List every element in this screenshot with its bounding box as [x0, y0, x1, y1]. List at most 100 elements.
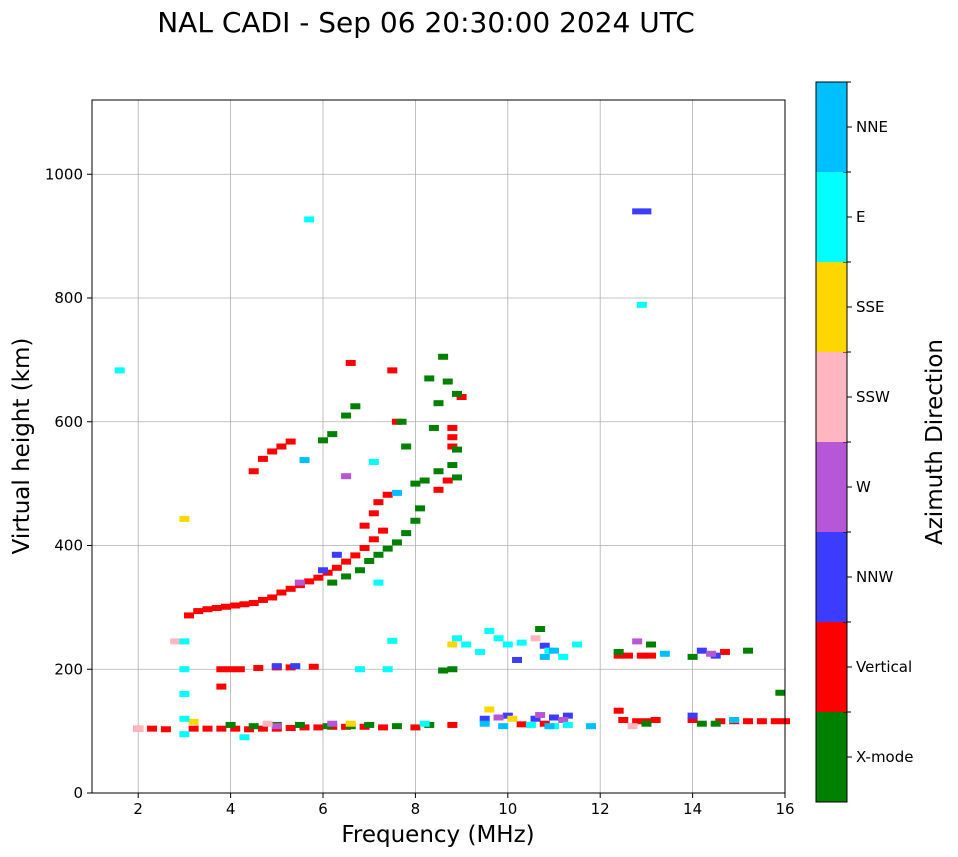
echo-point-nne: [391, 489, 402, 496]
echo-point-vertical: [216, 725, 227, 732]
echo-point-vertical: [188, 725, 199, 732]
echo-point-x-mode: [710, 720, 721, 727]
echo-point-x-mode: [424, 375, 435, 382]
echo-point-x-mode: [696, 720, 707, 727]
echo-point-nne: [729, 716, 740, 723]
echo-point-vertical: [216, 666, 227, 673]
echo-point-vertical: [225, 666, 236, 673]
echo-point-x-mode: [225, 721, 236, 728]
echo-point-vertical: [687, 716, 698, 723]
echo-point-x-mode: [447, 462, 458, 469]
echo-point-ssw: [627, 723, 638, 730]
x-axis-ticks: 2 4 6 8 10 12 14 16: [133, 793, 795, 818]
echo-point-vertical: [211, 604, 222, 611]
echo-point-vertical: [359, 544, 370, 551]
echo-point-sse: [447, 641, 458, 648]
colorbar-segment-nnw: [816, 532, 847, 622]
echo-point-vertical: [304, 578, 315, 585]
echo-point-nne: [479, 720, 490, 727]
plot-area: [92, 100, 785, 793]
echo-point-nne: [539, 653, 550, 660]
echo-point-w: [493, 714, 504, 721]
echo-point-w: [535, 712, 546, 719]
echo-point-vertical: [373, 499, 384, 506]
echo-point-vertical: [313, 724, 324, 731]
echo-point-e: [368, 458, 379, 465]
y-tick-label: 600: [54, 413, 83, 431]
echo-point-vertical: [516, 721, 527, 728]
echo-point-vertical: [378, 724, 389, 731]
echo-point-w: [558, 716, 569, 723]
echo-point-x-mode: [433, 468, 444, 475]
colorbar-segment-x-mode: [816, 712, 847, 802]
echo-point-vertical: [331, 564, 342, 571]
echo-point-x-mode: [341, 573, 352, 580]
echo-point-vertical: [433, 486, 444, 493]
echo-point-nnw: [318, 567, 328, 574]
x-tick-label: 6: [318, 800, 328, 818]
echo-point-nne: [549, 647, 559, 654]
echo-point-vertical: [368, 510, 379, 517]
echo-point-vertical: [350, 552, 361, 559]
echo-point-vertical: [202, 606, 213, 613]
echo-point-w: [327, 720, 338, 727]
echo-point-nne: [659, 650, 670, 657]
colorbar-segment-w: [816, 442, 847, 532]
echo-point-vertical: [267, 594, 278, 601]
echo-point-sse: [188, 718, 199, 725]
echo-point-x-mode: [294, 721, 305, 728]
echo-point-vertical: [257, 725, 268, 732]
echo-point-x-mode: [438, 353, 449, 360]
echo-point-vertical: [447, 721, 458, 728]
colorbar-label: Vertical: [856, 658, 912, 676]
echo-point-x-mode: [341, 412, 352, 419]
echo-point-e: [387, 637, 398, 644]
echo-point-nnw: [331, 551, 342, 558]
echo-point-x-mode: [354, 567, 365, 574]
colorbar-label: E: [856, 208, 865, 226]
colorbar-segment-vertical: [816, 622, 847, 712]
echo-point-vertical: [257, 596, 268, 603]
colorbar-label: NNE: [856, 118, 888, 136]
echo-point-vertical: [442, 477, 453, 484]
echo-point-vertical: [248, 600, 259, 607]
echo-point-sse: [484, 706, 495, 713]
echo-point-vertical: [285, 585, 296, 592]
echo-point-vertical: [230, 725, 241, 732]
echo-point-nnw: [696, 647, 707, 654]
echo-point-vertical: [216, 683, 227, 690]
echo-point-e: [484, 627, 495, 634]
x-tick-label: 10: [498, 800, 517, 818]
colorbar-label: W: [856, 478, 871, 496]
x-tick-label: 16: [775, 800, 794, 818]
echo-point-vertical: [770, 718, 781, 725]
x-tick-label: 2: [133, 800, 143, 818]
y-tick-label: 400: [54, 537, 83, 555]
echo-point-x-mode: [438, 667, 449, 674]
echo-point-x-mode: [428, 424, 439, 431]
echo-point-vertical: [147, 725, 158, 732]
colorbar-label: X-mode: [856, 748, 913, 766]
echo-point-vertical: [632, 718, 643, 725]
colorbar-segment-ssw: [816, 352, 847, 442]
echo-point-x-mode: [410, 480, 421, 487]
echo-point-nnw: [632, 208, 643, 215]
x-axis-title: Frequency (MHz): [341, 822, 534, 848]
echo-point-vertical: [359, 522, 370, 529]
echo-point-w: [632, 638, 643, 645]
echo-point-vertical: [285, 438, 296, 445]
echo-point-vertical: [220, 603, 231, 610]
echo-point-e: [304, 216, 315, 223]
echo-point-e: [373, 579, 384, 586]
echo-point-vertical: [447, 434, 458, 441]
echo-point-vertical: [447, 443, 458, 450]
echo-point-e: [572, 641, 583, 648]
echo-point-x-mode: [373, 551, 384, 558]
echo-point-e: [451, 635, 462, 642]
echo-point-e: [562, 721, 573, 728]
echo-point-x-mode: [350, 403, 361, 410]
echo-point-vertical: [456, 394, 467, 400]
echo-point-sse: [507, 715, 518, 722]
y-tick-label: 1000: [45, 165, 83, 183]
